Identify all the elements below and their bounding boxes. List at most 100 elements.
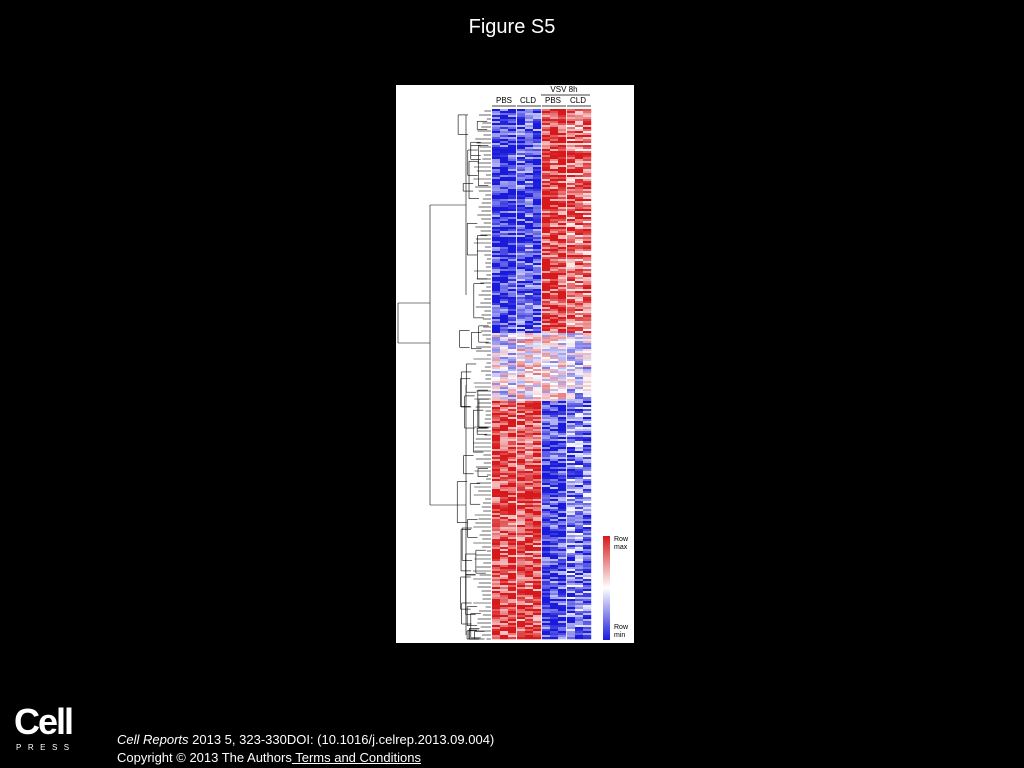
heatmap-cell — [542, 577, 551, 580]
heatmap-cell — [533, 611, 542, 614]
heatmap-cell — [517, 423, 526, 426]
heatmap-cell — [583, 395, 592, 398]
heatmap-cell — [567, 193, 576, 196]
heatmap-cell — [533, 297, 542, 300]
heatmap-cell — [567, 205, 576, 208]
heatmap-cell — [533, 419, 542, 422]
heatmap-cell — [558, 321, 567, 324]
heatmap-cell — [517, 351, 526, 354]
heatmap-cell — [567, 297, 576, 300]
heatmap-cell — [508, 487, 517, 490]
heatmap-cell — [583, 211, 592, 214]
heatmap-cell — [567, 305, 576, 308]
heatmap-cell — [550, 611, 559, 614]
heatmap-cell — [575, 415, 584, 418]
heatmap-cell — [508, 115, 517, 118]
heatmap-cell — [542, 255, 551, 258]
heatmap-cell — [492, 471, 501, 474]
heatmap-cell — [583, 231, 592, 234]
heatmap-cell — [525, 475, 534, 478]
heatmap-cell — [533, 565, 542, 568]
heatmap-cell — [517, 515, 526, 518]
heatmap-cell — [533, 423, 542, 426]
heatmap-cell — [508, 173, 517, 176]
heatmap-cell — [542, 225, 551, 228]
heatmap-cell — [575, 445, 584, 448]
heatmap-cell — [575, 577, 584, 580]
heatmap-cell — [550, 211, 559, 214]
heatmap-cell — [567, 351, 576, 354]
heatmap-cell — [583, 263, 592, 266]
heatmap-cell — [517, 159, 526, 162]
heatmap-cell — [558, 211, 567, 214]
heatmap-cell — [517, 559, 526, 562]
heatmap-cell — [500, 555, 509, 558]
heatmap-cell — [517, 485, 526, 488]
heatmap-cell — [558, 589, 567, 592]
heatmap-cell — [500, 635, 509, 638]
heatmap-cell — [575, 463, 584, 466]
heatmap-cell — [583, 345, 592, 348]
heatmap-cell — [533, 547, 542, 550]
heatmap-cell — [583, 365, 592, 368]
heatmap-cell — [533, 253, 542, 256]
heatmap-cell — [583, 135, 592, 138]
heatmap-cell — [542, 219, 551, 222]
heatmap-cell — [517, 239, 526, 242]
heatmap-cell — [533, 163, 542, 166]
heatmap-cell — [575, 531, 584, 534]
heatmap-cell — [558, 139, 567, 142]
heatmap-cell — [533, 501, 542, 504]
heatmap-cell — [492, 613, 501, 616]
heatmap-cell — [542, 249, 551, 252]
heatmap-cell — [558, 159, 567, 162]
heatmap-cell — [525, 457, 534, 460]
heatmap-cell — [558, 397, 567, 400]
heatmap-cell — [550, 361, 559, 364]
heatmap-cell — [575, 293, 584, 296]
heatmap-cell — [558, 435, 567, 438]
heatmap-cell — [525, 399, 534, 402]
heatmap-cell — [575, 319, 584, 322]
heatmap-cell — [533, 341, 542, 344]
heatmap-cell — [550, 545, 559, 548]
heatmap-cell — [542, 471, 551, 474]
heatmap-cell — [550, 371, 559, 374]
heatmap-cell — [575, 283, 584, 286]
heatmap-cell — [517, 575, 526, 578]
heatmap-cell — [542, 357, 551, 360]
heatmap-cell — [550, 357, 559, 360]
heatmap-cell — [525, 609, 534, 612]
heatmap-cell — [508, 467, 517, 470]
heatmap-cell — [525, 231, 534, 234]
heatmap-cell — [492, 567, 501, 570]
heatmap-cell — [508, 615, 517, 618]
heatmap-cell — [500, 351, 509, 354]
heatmap-cell — [583, 439, 592, 442]
heatmap-cell — [517, 291, 526, 294]
heatmap-cell — [583, 529, 592, 532]
heatmap-cell — [517, 171, 526, 174]
heatmap-cell — [492, 569, 501, 572]
heatmap-cell — [533, 357, 542, 360]
heatmap-cell — [542, 169, 551, 172]
heatmap-cell — [525, 165, 534, 168]
heatmap-cell — [492, 137, 501, 140]
terms-link[interactable]: Terms and Conditions — [291, 750, 421, 765]
heatmap-cell — [583, 205, 592, 208]
heatmap-cell — [575, 281, 584, 284]
heatmap-cell — [500, 267, 509, 270]
heatmap-cell — [525, 333, 534, 336]
heatmap-cell — [525, 311, 534, 314]
heatmap-cell — [492, 499, 501, 502]
heatmap-cell — [517, 123, 526, 126]
heatmap-cell — [492, 225, 501, 228]
heatmap-cell — [525, 499, 534, 502]
heatmap-cell — [500, 339, 509, 342]
heatmap-cell — [567, 207, 576, 210]
heatmap-cell — [567, 569, 576, 572]
heatmap-cell — [583, 119, 592, 122]
heatmap-cell — [533, 567, 542, 570]
heatmap-cell — [567, 621, 576, 624]
heatmap-cell — [567, 117, 576, 120]
